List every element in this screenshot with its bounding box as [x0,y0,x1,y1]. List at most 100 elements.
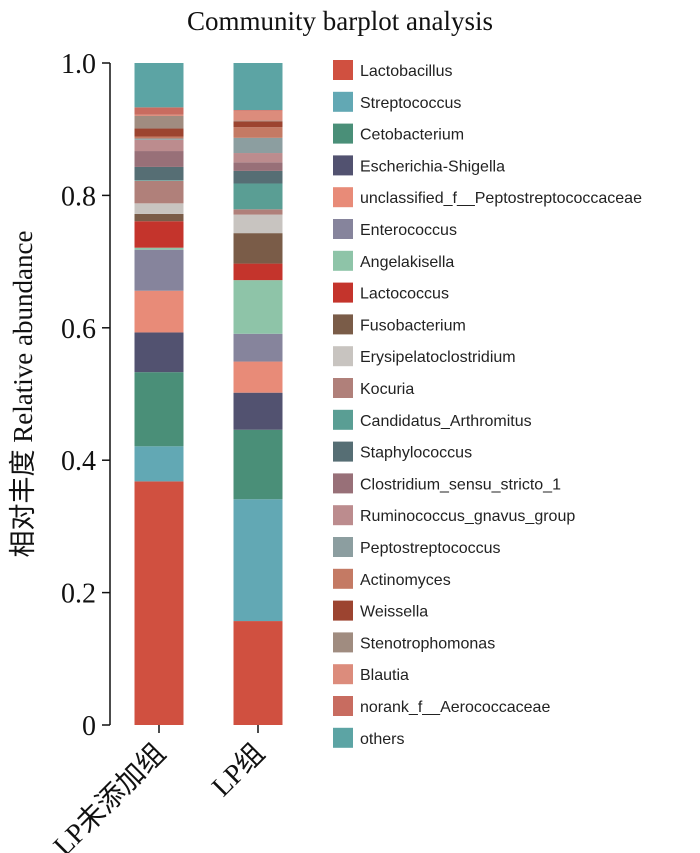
bar-segment-streptococcus [134,446,184,482]
legend-swatch [333,314,353,335]
legend-swatch [333,123,353,144]
legend-label: Weissella [360,604,428,621]
legend-item: Lactococcus [333,282,449,303]
legend-label: Fusobacterium [360,317,466,334]
bar-segment-fusobacterium [233,233,283,264]
legend-item: Escherichia-Shigella [333,155,505,176]
bar-segment-norank-f-aerococcaceae [134,107,184,115]
legend-swatch [333,250,353,271]
legend-swatch [333,664,353,685]
legend-label: Enterococcus [360,222,457,239]
bar-segment-weissella [134,128,184,137]
bar-segment-streptococcus [233,499,283,622]
bar-segment-candidatus-arthromitus [233,183,283,210]
legend-swatch [333,378,353,398]
legend-label: Actinomyces [360,572,451,589]
bar-segment-blautia [233,110,283,121]
bar-segment-fusobacterium [134,213,184,222]
legend-swatch [333,409,353,430]
legend-item: Actinomyces [333,568,451,589]
bar-segment-cetobacterium [134,372,184,447]
bar-segment-ruminococcus-gnavus-group [233,153,283,163]
bar-segment-escherichia-shigella [134,332,184,373]
bar-segment-lactococcus [134,221,184,248]
legend-label: Lactobacillus [360,63,453,80]
y-tick-label: 0.6 [61,314,96,345]
bar-segment-erysipelatoclostridium [233,214,283,234]
legend-swatch [333,155,353,176]
legend-item: Lactobacillus [333,60,453,80]
legend-label: Streptococcus [360,95,461,112]
legend-swatch [333,568,353,589]
bar-segment-enterococcus [134,249,184,291]
bar-segment-stenotrophomonas [233,120,283,122]
legend-swatch [333,219,353,239]
bar-segment-enterococcus [233,333,283,362]
legend-label: Candidatus_Arthromitus [360,413,532,430]
bar-segment-actinomyces [233,127,283,138]
bar-segment-unclassified-f-peptostreptococcaceae [233,361,283,393]
chart-title: Community barplot analysis [187,6,493,36]
legend-label: Blautia [360,667,409,684]
bar-segment-stenotrophomonas [134,115,184,129]
legend-item: Staphylococcus [333,441,472,462]
legend-label: Erysipelatoclostridium [360,349,516,366]
legend-item: Candidatus_Arthromitus [333,409,532,430]
legend-item: Blautia [333,664,409,685]
legend-label: Ruminococcus_gnavus_group [360,508,575,525]
legend-label: Angelakisella [360,254,454,271]
legend-swatch [333,632,353,653]
legend-label: others [360,731,404,748]
bar-segment-cetobacterium [233,429,283,500]
legend-item: Clostridium_sensu_stricto_1 [333,473,561,494]
legend-item: others [333,727,404,748]
legend-swatch [333,282,353,303]
bar-segment-lactobacillus [134,481,184,725]
legend-label: Escherichia-Shigella [360,158,505,175]
legend-item: Streptococcus [333,91,461,112]
bar-segment-angelakisella [233,280,283,334]
bar-segment-escherichia-shigella [233,392,283,430]
bar-segment-candidatus-arthromitus [134,180,184,181]
legend-item: Fusobacterium [333,314,466,335]
y-tick-label: 1.0 [61,49,96,80]
legend-item: Weissella [333,600,428,621]
legend-swatch [333,60,353,80]
x-tick-label: LP未添加组 [47,737,172,853]
legend-item: Kocuria [333,378,414,398]
legend-label: Peptostreptococcus [360,540,501,557]
bar-segment-norank-f-aerococcaceae [233,110,283,111]
bar-segment-staphylococcus [134,166,184,181]
legend-item: Stenotrophomonas [333,632,495,653]
legend-label: Clostridium_sensu_stricto_1 [360,476,561,493]
bar-segment-ruminococcus-gnavus-group [134,139,184,152]
legend-swatch [333,600,353,621]
bar-segment-kocuria [233,209,283,215]
legend-item: Ruminococcus_gnavus_group [333,505,575,526]
bar-segment-kocuria [134,180,184,204]
legend-label: Stenotrophomonas [360,635,495,652]
legend-swatch [333,505,353,526]
y-axis-label: 相对丰度 Relative abundance [8,231,38,558]
bar-segment-clostridium-sensu-stricto-1 [233,162,283,171]
legend-label: Kocuria [360,381,414,398]
bar-segment-blautia [134,114,184,116]
y-tick-label: 0 [82,711,96,742]
bar-segment-staphylococcus [233,170,283,184]
bar-segment-actinomyces [134,136,184,139]
bar-segment-weissella [233,121,283,128]
legend-label: Staphylococcus [360,445,472,462]
legend-item: Erysipelatoclostridium [333,346,516,367]
legend-item: Cetobacterium [333,123,464,144]
legend-label: unclassified_f__Peptostreptococcaceae [360,190,642,207]
legend-label: Cetobacterium [360,127,464,144]
bar-segment-peptostreptococcus [134,138,184,140]
legend-swatch [333,537,353,557]
bar-segment-peptostreptococcus [233,137,283,154]
legend-swatch [333,346,353,367]
legend-item: Angelakisella [333,250,454,271]
bar-segment-angelakisella [134,247,184,250]
legend-swatch [333,91,353,112]
legend-label: Lactococcus [360,286,449,303]
legend-item: Peptostreptococcus [333,537,501,557]
